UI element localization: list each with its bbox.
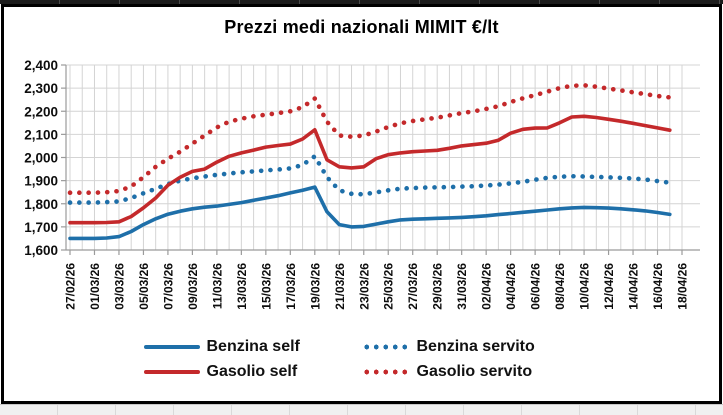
- legend-row: Benzina self Benzina servito: [143, 338, 580, 356]
- x-tick-label: 13/03/26: [235, 263, 249, 310]
- y-tick-label: 2,300: [24, 81, 58, 96]
- y-tick-label: 2,000: [24, 151, 58, 166]
- spreadsheet-top-edge: [0, 0, 723, 4]
- x-tick-label: 25/03/26: [382, 263, 396, 310]
- spreadsheet-bottom-edge: [0, 404, 723, 415]
- legend-label: Gasolio self: [206, 363, 298, 380]
- x-tick-label: 01/03/26: [88, 263, 102, 310]
- legend-dotted-sample: [361, 369, 410, 375]
- x-tick-label: 21/03/26: [333, 263, 347, 310]
- legend-line-sample: [143, 370, 200, 374]
- x-tick-label: 18/04/26: [676, 263, 690, 310]
- x-tick-label: 06/04/26: [529, 263, 543, 310]
- chart-title: Prezzi medi nazionali MIMIT €/lt: [224, 17, 499, 37]
- y-tick-label: 1,800: [24, 197, 58, 212]
- x-tick-label: 27/02/26: [64, 263, 78, 310]
- x-tick-label: 10/04/26: [578, 263, 592, 310]
- legend-item-gasolio-self: Gasolio self: [143, 363, 362, 381]
- x-tick-label: 14/04/26: [627, 263, 641, 310]
- x-tick-label: 02/04/26: [480, 263, 494, 310]
- x-tick-label: 29/03/26: [431, 263, 445, 310]
- x-tick-label: 16/04/26: [651, 263, 665, 310]
- legend-row: Gasolio self Gasolio servito: [143, 363, 580, 381]
- legend-label: Benzina self: [206, 338, 300, 355]
- x-tick-label: 15/03/26: [259, 263, 273, 310]
- x-tick-label: 12/04/26: [602, 263, 616, 310]
- y-tick-label: 2,400: [24, 58, 58, 73]
- x-tick-label: 27/03/26: [406, 263, 420, 310]
- y-tick-label: 1,600: [24, 243, 58, 258]
- x-tick-label: 08/04/26: [553, 263, 567, 310]
- legend-label: Gasolio servito: [416, 363, 533, 380]
- x-tick-label: 31/03/26: [455, 263, 469, 310]
- x-tick-label: 04/04/26: [504, 263, 518, 310]
- series-benzina-self: [68, 185, 672, 241]
- y-tick-label: 1,700: [24, 220, 58, 235]
- legend-line-sample: [143, 345, 200, 349]
- x-tick-label: 17/03/26: [284, 263, 298, 310]
- x-tick-label: 23/03/26: [357, 263, 371, 310]
- legend-item-benzina-self: Benzina self: [143, 338, 362, 356]
- legend-label: Benzina servito: [416, 338, 535, 355]
- x-tick-label: 03/03/26: [112, 263, 126, 310]
- x-tick-label: 19/03/26: [308, 263, 322, 310]
- y-tick-label: 2,200: [24, 104, 58, 119]
- legend-dotted-sample: [361, 344, 410, 350]
- legend-item-benzina-servito: Benzina servito: [361, 338, 580, 356]
- x-tick-label: 07/03/26: [161, 263, 175, 310]
- x-tick-label: 09/03/26: [186, 263, 200, 310]
- chart-legend: Benzina self Benzina servito Gasolio self G…: [0, 338, 723, 381]
- series-gasolio-servito: [67, 83, 673, 195]
- series-gasolio-self: [68, 114, 672, 225]
- legend-item-gasolio-servito: Gasolio servito: [361, 363, 580, 381]
- x-tick-label: 11/03/26: [210, 263, 224, 309]
- y-tick-label: 1,900: [24, 174, 58, 189]
- y-tick-label: 2,100: [24, 127, 58, 142]
- x-tick-label: 05/03/26: [137, 263, 151, 310]
